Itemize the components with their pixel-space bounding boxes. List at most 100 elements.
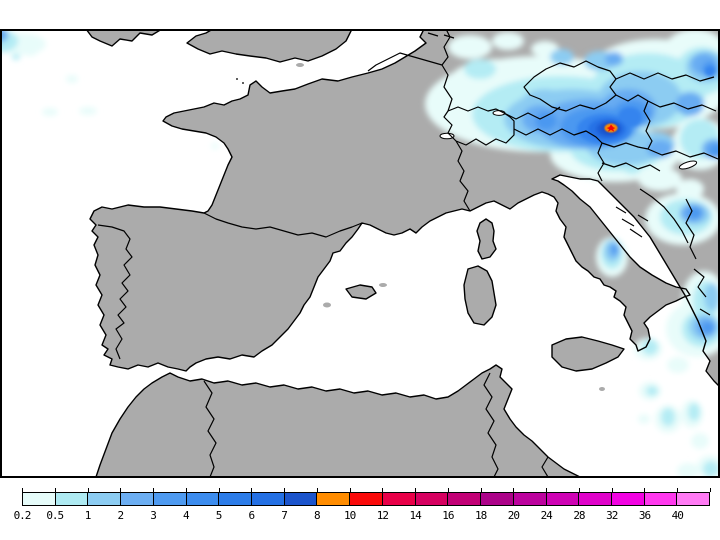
border-bosnia-serbia [685, 198, 697, 260]
border-tunisia-libya [541, 456, 549, 476]
border-croatia-bosnia [639, 188, 689, 244]
land-fill-layer [86, 29, 720, 477]
border-slovakia-hungary [647, 100, 717, 112]
colorbar-label: 32 [606, 509, 618, 522]
border-algeria-tunisia [483, 372, 499, 476]
border-switzerland-italy-austria [455, 112, 515, 146]
colorbar-cell [381, 493, 415, 505]
border-albania [699, 308, 711, 316]
colorbar-tick [316, 488, 318, 492]
colorbar-tick [22, 488, 23, 492]
border-hungary-croatia [647, 148, 719, 160]
border-portugal-spain [97, 224, 133, 360]
colorbar-cell [676, 493, 710, 505]
colorbar-label: 24 [540, 509, 553, 522]
precip-blob [704, 283, 719, 311]
border-morocco-algeria [203, 380, 217, 476]
colorbar-cell [218, 493, 252, 505]
precip-blob [612, 245, 618, 253]
precip-blob [638, 414, 650, 424]
colorbar-cell [512, 493, 546, 505]
colorbar-cell [251, 493, 284, 505]
colorbar-tick [218, 488, 220, 492]
colorbar-cell [643, 493, 677, 505]
precip-blob [709, 144, 719, 158]
colorbar-label: 0.2 [13, 509, 32, 522]
colorbar-tick [677, 488, 679, 492]
precip-blob [618, 107, 642, 127]
colorbar-tick [480, 488, 482, 492]
precip-blob [1, 30, 8, 42]
colorbar-label: 7 [281, 509, 288, 522]
border-france-switzerland [443, 110, 457, 142]
border-spain-france [203, 212, 363, 238]
border-montenegro [693, 268, 707, 298]
precip-blob [676, 179, 704, 199]
colorbar-label: 6 [248, 509, 256, 522]
precip-blob [66, 75, 78, 83]
colorbar-label: 1 [84, 509, 92, 522]
precip-blob [448, 35, 492, 59]
colorbar-tick [54, 488, 56, 492]
colorbar-tick [578, 488, 580, 492]
precip-blob [605, 52, 623, 66]
precip-blob [705, 66, 715, 76]
colorbar-cell [480, 493, 513, 505]
precip-blob [79, 107, 97, 115]
precip-blob [12, 54, 20, 60]
colorbar-tick [284, 488, 286, 492]
precip-blob [702, 322, 714, 334]
border-czech-poland [615, 72, 715, 82]
island-ibiza [323, 302, 331, 308]
lake-balaton [678, 160, 698, 170]
precip-blob [642, 339, 658, 355]
border-czech [523, 60, 617, 112]
colorbar-label: 18 [475, 509, 487, 522]
precip-max-marker [606, 124, 616, 132]
colorbar-label: 16 [442, 509, 454, 522]
colorbar-cell [87, 493, 121, 505]
colorbar-cell [316, 493, 350, 505]
border-germany-austria [503, 106, 561, 120]
map-frame [0, 29, 720, 478]
precip-blob [638, 167, 682, 191]
precip-blob [688, 403, 700, 421]
border-austria-slovenia [601, 142, 649, 150]
border-slovenia-croatia [601, 162, 661, 172]
border-austria-hungary [643, 100, 653, 150]
colorbar-tick [611, 488, 613, 492]
colorbar-cell [185, 493, 219, 505]
colorbar-cell [120, 493, 153, 505]
colorbar-label: 36 [638, 509, 651, 522]
dalmatian-islands [615, 206, 649, 238]
colorbar-cell [447, 493, 481, 505]
precip-blob [688, 207, 702, 219]
colorbar-label: 12 [376, 509, 389, 522]
colorbar-label: 4 [182, 509, 190, 522]
precip-blob [646, 386, 658, 396]
colorbar-cell [349, 493, 382, 505]
colorbar-tick [349, 488, 351, 492]
colorbar-label: 10 [343, 509, 356, 522]
colorbar-tick [185, 488, 187, 492]
colorbar-cell [283, 493, 317, 505]
colorbar-tick [710, 488, 711, 492]
colorbar-tick [87, 488, 89, 492]
colorbar-label: 20 [507, 509, 520, 522]
precip-blob [492, 32, 524, 50]
colorbar-tick [382, 488, 384, 492]
colorbar-tick [447, 488, 449, 492]
precip-blob [677, 463, 699, 476]
colorbar-tick [644, 488, 646, 492]
colorbar-tick [120, 488, 122, 492]
colorbar-label: 0.5 [46, 509, 64, 522]
colorbar-cell [545, 493, 579, 505]
precipitation-layer [1, 30, 719, 476]
colorbar-cell [610, 493, 644, 505]
colorbar-cell [414, 493, 448, 505]
colorbar-label: 2 [117, 509, 124, 522]
precip-blob [676, 92, 704, 116]
lake-geneva [439, 132, 455, 140]
colorbar-label: 3 [150, 509, 157, 522]
